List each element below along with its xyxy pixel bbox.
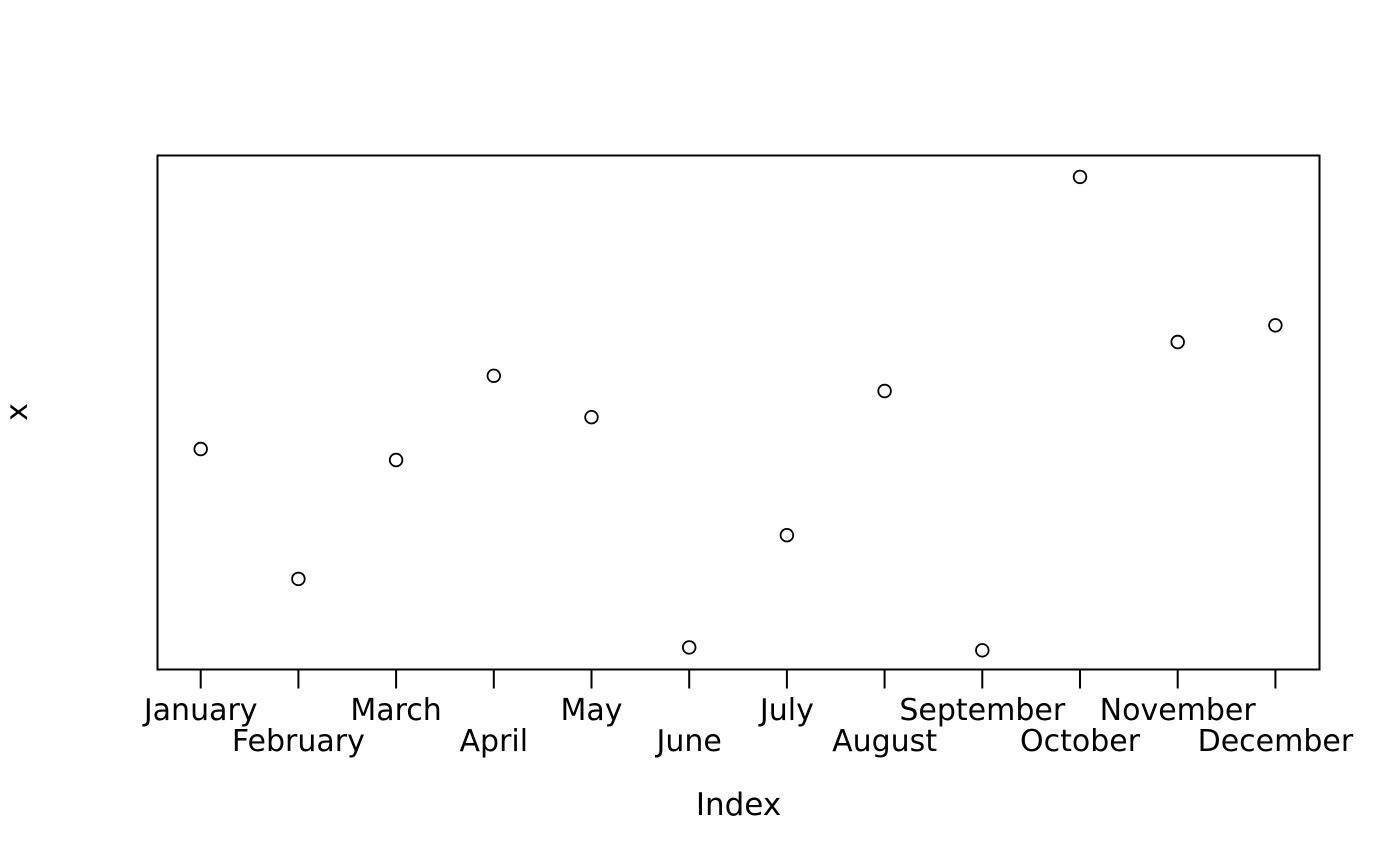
data-point-november xyxy=(1170,334,1185,350)
data-point-march xyxy=(388,452,404,468)
data-point-january xyxy=(193,441,208,457)
month-label-june: June xyxy=(655,724,722,759)
data-point-december xyxy=(1268,318,1283,333)
month-label-april: April xyxy=(460,724,529,759)
data-point-june xyxy=(682,640,697,655)
x-axis-ticks xyxy=(199,669,1277,689)
month-label-may: May xyxy=(560,693,622,728)
plot-frame-box xyxy=(156,154,1321,671)
data-point-february xyxy=(291,571,306,587)
month-label-february: February xyxy=(232,724,365,759)
data-point-july xyxy=(779,528,795,543)
data-point-august xyxy=(877,383,892,399)
month-label-november: November xyxy=(1100,693,1257,728)
month-label-august: August xyxy=(832,724,937,759)
month-label-october: October xyxy=(1020,724,1141,759)
month-label-september: September xyxy=(899,693,1065,728)
data-point-may xyxy=(584,410,599,425)
data-point-september xyxy=(975,643,990,658)
y-axis-title: x xyxy=(0,403,35,421)
x-axis-title: Index xyxy=(696,787,781,823)
data-points xyxy=(193,169,1283,658)
data-point-april xyxy=(486,368,502,384)
data-point-october xyxy=(1072,169,1088,185)
month-label-january: January xyxy=(142,693,258,728)
month-label-march: March xyxy=(350,693,441,728)
month-label-december: December xyxy=(1198,724,1354,759)
month-label-july: July xyxy=(758,693,814,728)
